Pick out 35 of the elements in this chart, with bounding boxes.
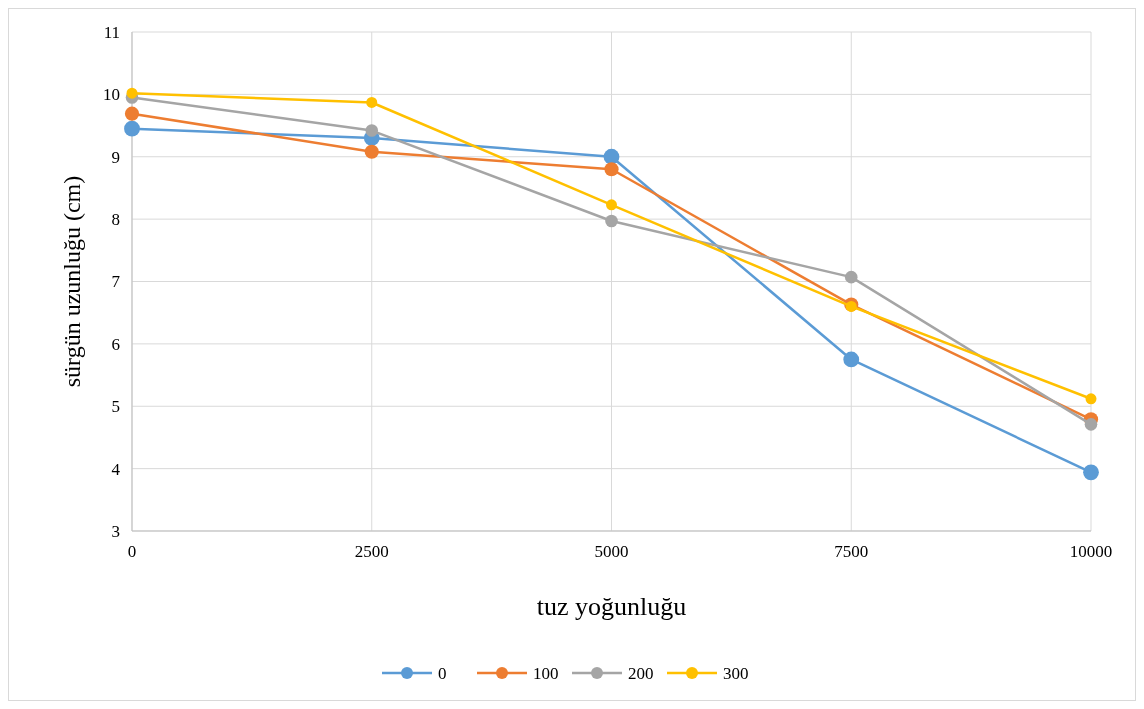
point	[843, 351, 860, 368]
legend-label: 200	[628, 663, 654, 683]
point	[604, 162, 619, 177]
y-tick-label: 5	[111, 397, 120, 417]
x-tick-label: 0	[127, 542, 137, 561]
point	[603, 148, 620, 165]
point	[364, 144, 379, 159]
y-tick-label: 7	[111, 272, 121, 292]
y-tick-label: 6	[111, 334, 120, 354]
point	[605, 214, 618, 228]
point	[1083, 464, 1099, 481]
x-tick-label: 10000	[1069, 542, 1113, 561]
point	[606, 199, 617, 211]
y-tick-label: 8	[111, 210, 120, 230]
x-axis-title: tuz yoğunluğu	[536, 592, 687, 621]
legend-label: 100	[533, 663, 559, 683]
point	[1085, 393, 1097, 405]
point	[1084, 418, 1098, 431]
point	[126, 87, 138, 99]
point	[844, 270, 858, 284]
point	[124, 106, 140, 121]
point	[124, 120, 140, 137]
y-tick-label: 10	[103, 85, 120, 105]
x-tick-label: 2500	[354, 542, 389, 561]
point	[366, 96, 378, 108]
point	[365, 124, 379, 137]
x-tick-label: 7500	[834, 542, 869, 561]
legend-label: 0	[438, 663, 447, 683]
y-tick-label: 9	[111, 147, 120, 167]
y-tick-label: 4	[111, 459, 121, 479]
x-tick-label: 5000	[594, 542, 629, 561]
y-tick-label: 3	[111, 521, 120, 541]
legend-label: 300	[723, 663, 749, 683]
y-tick-label: 11	[103, 22, 120, 42]
y-axis-title: sürgün uzunluğu (cm)	[59, 175, 85, 388]
